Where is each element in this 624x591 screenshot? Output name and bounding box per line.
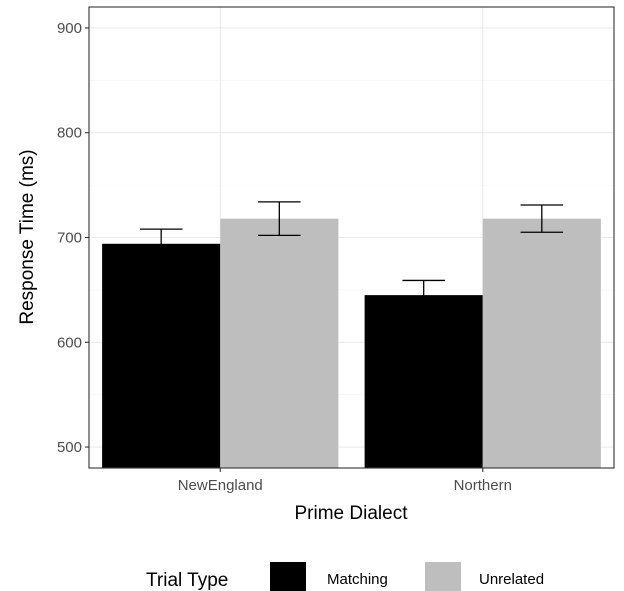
y-axis-title: Response Time (ms) <box>17 149 38 324</box>
legend-title: Trial Type <box>146 570 228 591</box>
bar <box>220 218 339 468</box>
x-tick-label: NewEngland <box>178 477 263 494</box>
legend-label-unrelated: Unrelated <box>479 571 544 588</box>
bar <box>102 243 221 468</box>
error-bars <box>139 201 564 311</box>
bar <box>364 295 483 468</box>
y-tick-label: 900 <box>57 20 82 37</box>
bar <box>482 218 601 468</box>
x-axis: NewEngland Northern <box>178 468 512 494</box>
y-tick-label: 700 <box>57 230 82 247</box>
legend-key-matching <box>270 562 306 591</box>
legend-key-unrelated <box>425 562 461 591</box>
y-tick-label: 500 <box>57 439 82 456</box>
bars <box>102 218 601 468</box>
x-axis-title: Prime Dialect <box>295 503 409 524</box>
legend-label-matching: Matching <box>327 571 388 588</box>
x-tick-label: Northern <box>454 477 512 494</box>
y-axis: 500 600 700 800 900 <box>57 20 89 456</box>
y-tick-label: 600 <box>57 334 82 351</box>
y-tick-label: 800 <box>57 125 82 142</box>
legend: Trial Type Matching Unrelated <box>146 562 544 591</box>
